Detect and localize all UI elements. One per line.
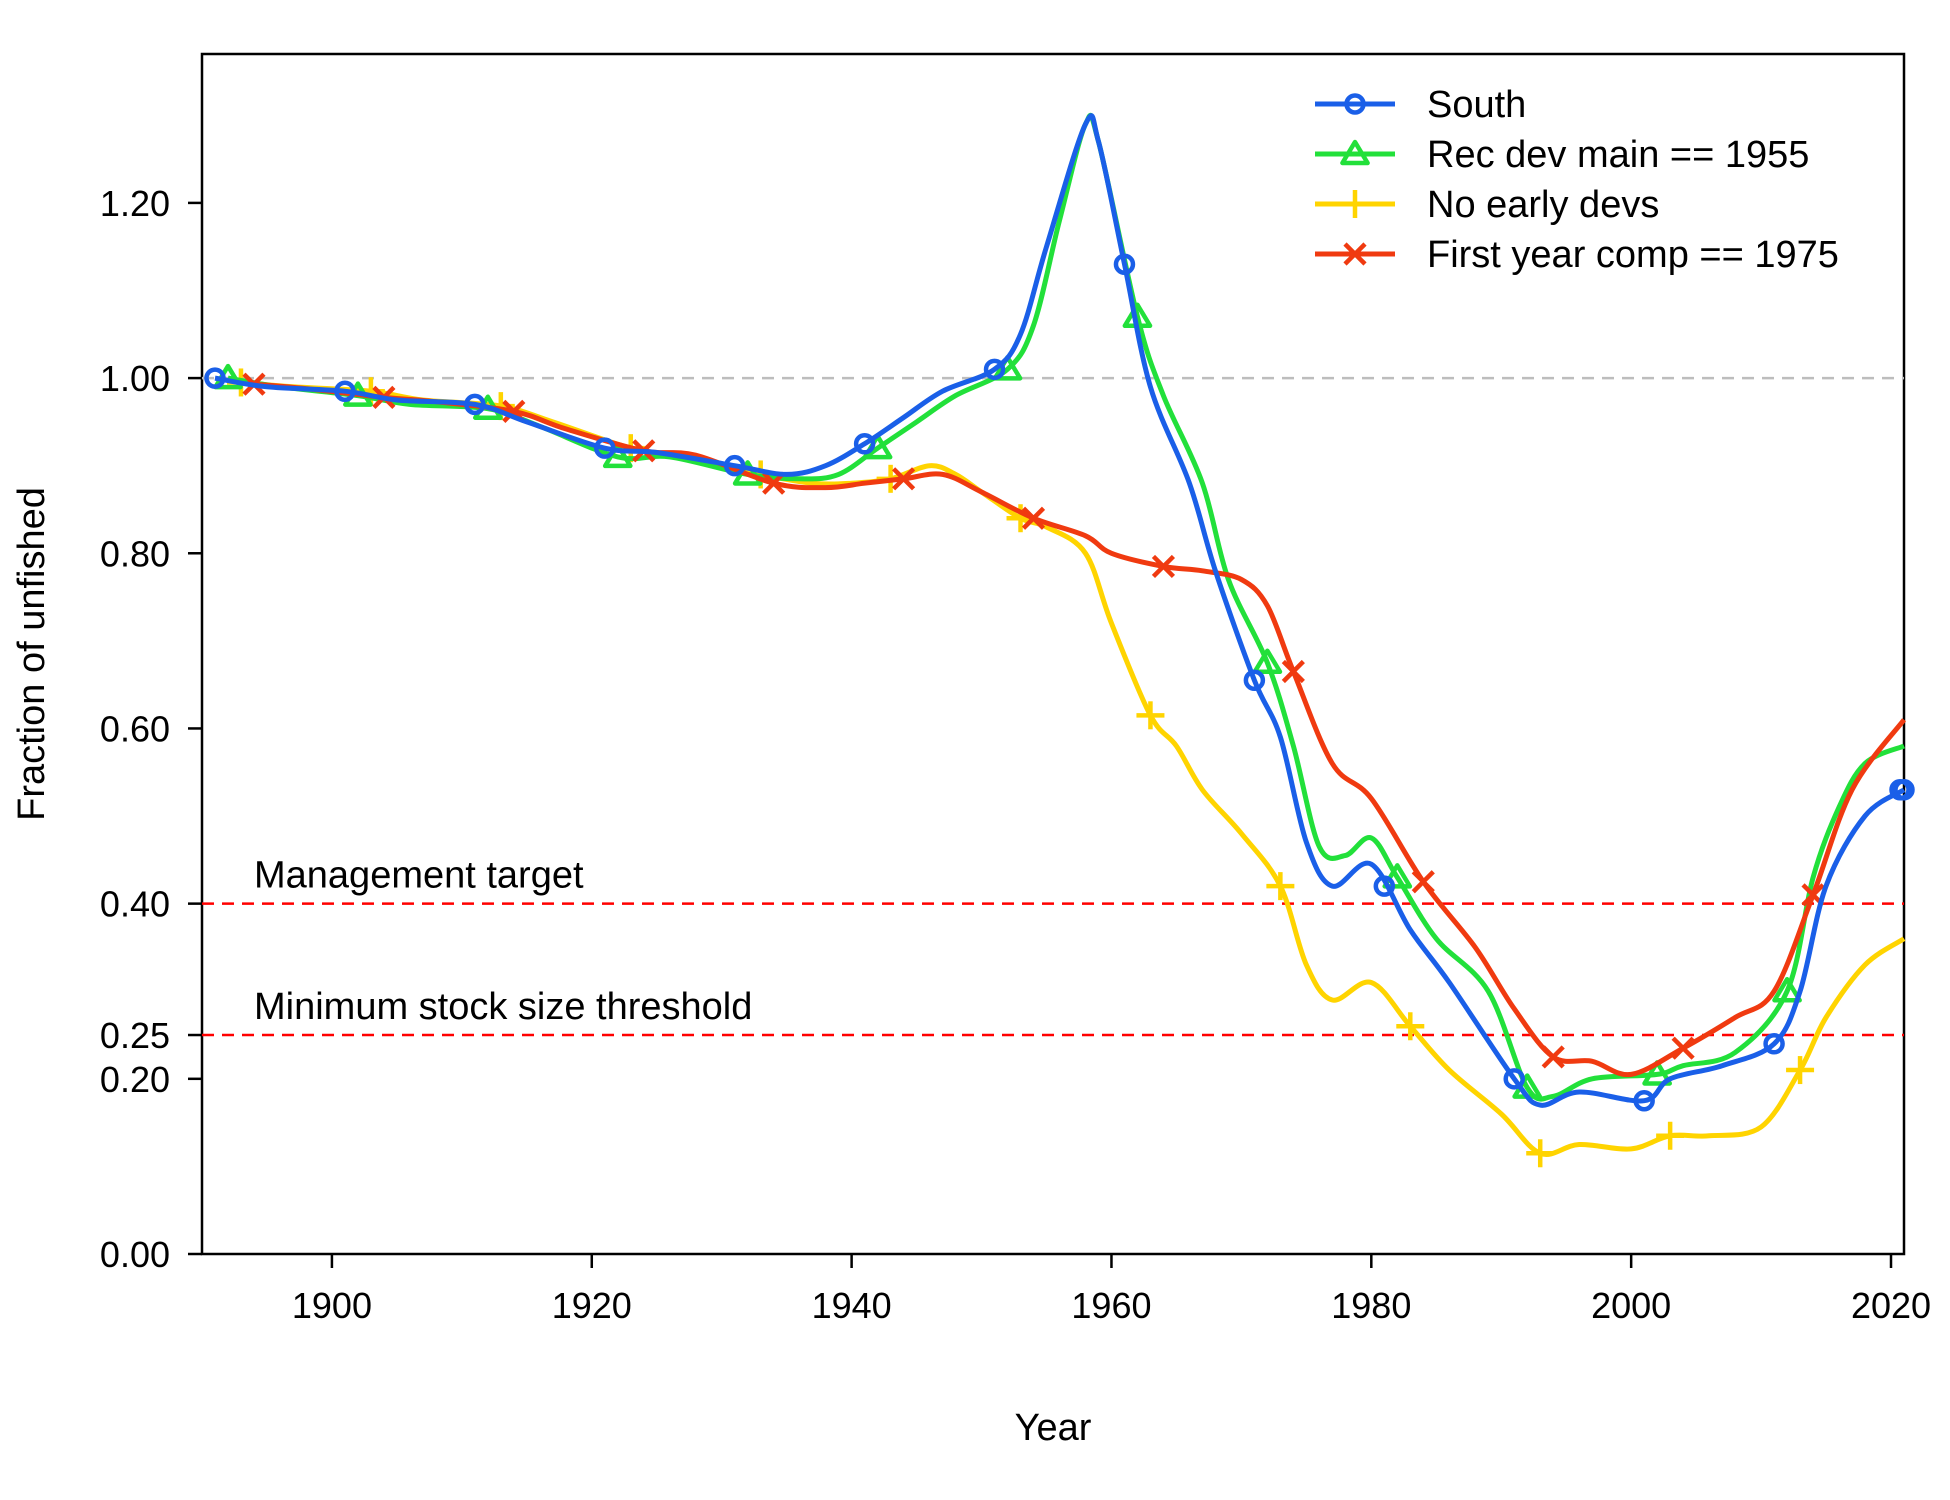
y-tick-label: 0.00 — [100, 1234, 170, 1275]
reference-label-1: Management target — [254, 855, 584, 897]
series-point-0 — [204, 367, 226, 389]
y-tick-label: 0.40 — [100, 884, 170, 925]
legend-marker-2 — [1341, 190, 1369, 218]
series-point-0 — [1763, 1033, 1785, 1055]
series-point-0 — [464, 393, 486, 416]
series-point-0 — [1243, 669, 1266, 692]
series-point-2 — [1526, 1139, 1555, 1168]
x-tick-label: 2000 — [1591, 1285, 1671, 1326]
series-point-1 — [1772, 976, 1802, 1003]
y-tick-label: 0.25 — [100, 1015, 170, 1056]
series-point-3 — [1411, 870, 1435, 894]
legend-marker-1 — [1340, 139, 1370, 166]
legend-item-2: No early devs — [1315, 184, 1659, 226]
legend-label-3: First year comp == 1975 — [1427, 234, 1839, 276]
series-point-0 — [1889, 779, 1911, 801]
legend-item-0: South — [1315, 84, 1526, 126]
reference-label-2: Minimum stock size threshold — [254, 986, 752, 1028]
series-point-3 — [1541, 1045, 1565, 1069]
y-tick-label: 1.00 — [100, 358, 170, 399]
series-point-3 — [1021, 506, 1046, 530]
legend-marker-0 — [1344, 93, 1366, 115]
legend-label-1: Rec dev main == 1955 — [1427, 134, 1809, 176]
series-layer — [204, 112, 1915, 1168]
series-point-3 — [891, 467, 916, 491]
x-tick-label: 1920 — [552, 1285, 632, 1326]
series-point-0 — [1503, 1068, 1525, 1090]
series-point-1 — [1252, 648, 1283, 675]
series-point-0 — [334, 380, 356, 402]
legend-label-2: No early devs — [1427, 184, 1659, 226]
y-axis-title: Fraction of unfished — [11, 487, 53, 821]
series-point-1 — [1642, 1060, 1672, 1086]
series-point-0 — [1633, 1089, 1655, 1112]
x-tick-label: 1980 — [1331, 1285, 1411, 1326]
x-axis: 1900 1920 1940 1960 1980 2000 2020 — [292, 1254, 1931, 1326]
series-point-0 — [853, 433, 876, 455]
y-tick-label: 0.80 — [100, 533, 170, 574]
x-axis-title: Year — [1015, 1407, 1092, 1449]
legend-label-0: South — [1427, 84, 1526, 126]
series-point-3 — [1281, 659, 1305, 684]
legend-marker-3 — [1343, 242, 1367, 266]
series-point-2 — [1266, 872, 1295, 901]
series-line-0 — [214, 113, 1906, 1108]
series-point-2 — [1396, 1012, 1425, 1041]
reference-lines: Management target Minimum stock size thre… — [202, 376, 1904, 1037]
y-tick-label: 0.60 — [100, 708, 170, 749]
x-tick-label: 1940 — [812, 1285, 892, 1326]
x-tick-label: 1900 — [292, 1285, 372, 1326]
y-tick-label: 1.20 — [100, 183, 170, 224]
series-0 — [204, 113, 1915, 1112]
series-point-0 — [1373, 875, 1396, 897]
series-point-0 — [723, 454, 746, 477]
series-point-3 — [1151, 554, 1176, 578]
series-point-0 — [1113, 253, 1136, 275]
legend: South Rec dev main == 1955 No early devs Fi… — [1315, 84, 1839, 276]
y-tick-label: 0.20 — [100, 1059, 170, 1100]
series-point-2 — [1656, 1121, 1685, 1150]
series-point-1 — [1382, 863, 1413, 889]
legend-item-1: Rec dev main == 1955 — [1315, 134, 1809, 176]
y-axis: 0.00 0.200.25 0.40 0.60 0.80 1.00 1.20 — [100, 183, 202, 1275]
x-tick-label: 2020 — [1851, 1285, 1931, 1326]
series-point-2 — [1786, 1056, 1815, 1085]
legend-item-3: First year comp == 1975 — [1315, 234, 1839, 276]
series-point-0 — [983, 358, 1006, 381]
series-point-2 — [1136, 701, 1165, 730]
x-tick-label: 1960 — [1071, 1285, 1151, 1326]
series-point-3 — [1671, 1036, 1695, 1060]
series-point-0 — [594, 437, 616, 459]
